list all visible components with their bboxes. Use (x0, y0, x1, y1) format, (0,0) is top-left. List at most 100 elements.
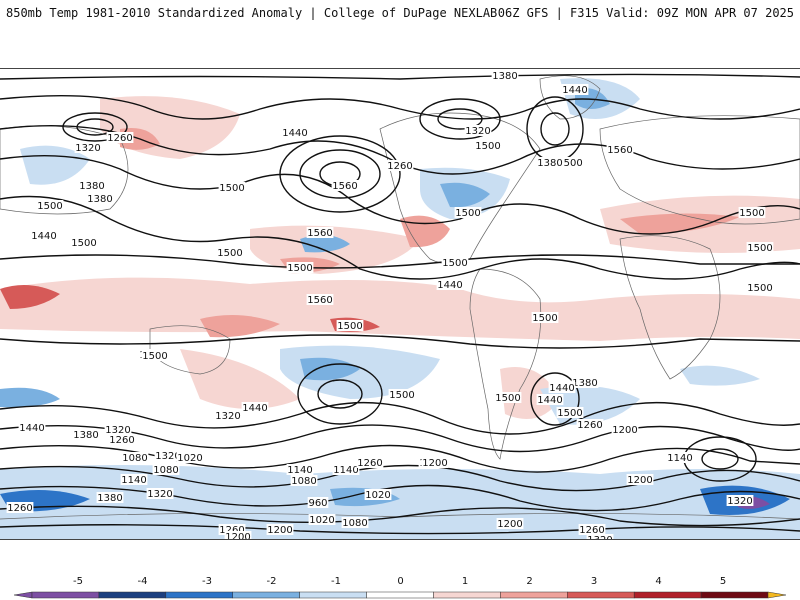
contour-label: 1140 (333, 465, 358, 476)
contour-label-bg (74, 142, 102, 153)
contour-label: 1560 (332, 181, 357, 192)
greenland-coast (539, 75, 601, 120)
contour-label: 1440 (537, 395, 562, 406)
contour-label: 1560 (607, 145, 632, 156)
contour-label: 1140 (121, 475, 146, 486)
contour-label-bg (286, 262, 314, 273)
contour-label-bg (496, 518, 524, 529)
contour-label-bg (86, 193, 114, 204)
contour-line (0, 505, 800, 527)
contour-label: 1200 (627, 475, 652, 486)
contour-label: 1500 (475, 141, 500, 152)
contour-label-bg (441, 257, 469, 268)
contour-label: 1500 (739, 208, 764, 219)
contour-label: 1500 (557, 158, 582, 169)
contour-label: 1200 (612, 425, 637, 436)
contour-label: 1260 (357, 458, 382, 469)
australia-coast (149, 325, 231, 375)
contour-label-bg (494, 392, 522, 403)
warm-anomaly-region (620, 213, 740, 234)
contour-line (0, 524, 800, 535)
contour-label: 1380 (87, 194, 112, 205)
colorbar-segment (633, 591, 702, 599)
contour-label: 1500 (389, 390, 414, 401)
contour-label-bg (611, 424, 639, 435)
contour-label-bg (576, 419, 604, 430)
colorbar-tick-label: 5 (720, 576, 726, 587)
colorbar-segment (567, 591, 635, 599)
contour-label-bg (586, 534, 614, 539)
contour-label-bg (746, 242, 774, 253)
contour-label-bg (152, 464, 180, 475)
anomaly-map: 1380144012601320144015001560150013201260… (0, 70, 800, 539)
contour-line (0, 254, 800, 269)
contour-label: 1080 (153, 465, 178, 476)
contour-label-bg (331, 180, 359, 191)
contour-label-bg (36, 200, 64, 211)
colorbar-segment (366, 591, 434, 599)
contour-label-bg (241, 402, 269, 413)
contour-label-bg (556, 407, 584, 418)
contour-line (0, 124, 800, 175)
colorbar-overflow-arrow (767, 591, 787, 599)
colorbar-tick-label: 1 (462, 576, 468, 587)
contour-label: 1260 (387, 161, 412, 172)
contour-label: 1320 (587, 535, 612, 539)
contour-label-bg (491, 70, 519, 81)
contour-label-bg (606, 144, 634, 155)
contour-label: 1080 (342, 518, 367, 529)
contour-label-bg (464, 125, 492, 136)
contour-label-bg (176, 452, 204, 463)
contour-label: 1380 (97, 493, 122, 504)
contour-label-bg (308, 514, 336, 525)
contour-label-bg (578, 524, 606, 535)
contour-label-bg (666, 452, 694, 463)
contour-label-bg (388, 389, 416, 400)
colorbar-segment (433, 591, 501, 599)
colorbar-tick-label: 0 (397, 576, 403, 587)
closed-contour (297, 363, 383, 425)
contour-label-bg (218, 524, 246, 535)
closed-contour (62, 112, 128, 142)
contour-label: 1500 (337, 321, 362, 332)
cold-anomaly-region (300, 235, 350, 253)
warm-anomaly-region (100, 96, 240, 159)
contour-label: 1260 (579, 525, 604, 536)
contour-label: 1380 (79, 181, 104, 192)
contour-label: 1020 (365, 490, 390, 501)
contour-label: 1500 (495, 393, 520, 404)
contour-label-bg (726, 495, 754, 506)
contour-label: 1200 (497, 519, 522, 530)
contour-label: 1320 (155, 451, 180, 462)
contour-label-bg (78, 180, 106, 191)
contour-label-bg (154, 450, 182, 461)
europe-asia-coast (599, 115, 800, 225)
contour-label-bg (306, 227, 334, 238)
warm-anomaly-region (180, 349, 300, 409)
contour-label-bg (104, 424, 132, 435)
contour-label-bg (18, 422, 46, 433)
contour-line (0, 464, 800, 492)
contour-label-bg (306, 294, 334, 305)
contour-label-bg (224, 531, 252, 539)
cold-anomaly-region (440, 182, 490, 208)
colorbar-tick-label: 2 (526, 576, 532, 587)
contour-label: 1440 (242, 403, 267, 414)
contour-label: 1500 (532, 313, 557, 324)
contour-labels: 1380144012601320144015001560150013201260… (6, 70, 774, 539)
colorbar-segment (299, 591, 367, 599)
contour-line (0, 424, 800, 453)
contour-label-bg (72, 429, 100, 440)
africa-coast (619, 235, 721, 380)
contour-label-bg (436, 279, 464, 290)
contour-label: 1080 (122, 453, 147, 464)
contour-label: 1020 (309, 515, 334, 526)
contour-label: 1320 (147, 489, 172, 500)
contour-label: 1320 (105, 425, 130, 436)
contour-label-bg (121, 452, 149, 463)
contour-label: 1500 (287, 263, 312, 274)
north-america-coast (379, 112, 541, 265)
colorbar-segments (13, 591, 787, 599)
contour-label-bg (571, 377, 599, 388)
contour-label-bg (421, 457, 449, 468)
